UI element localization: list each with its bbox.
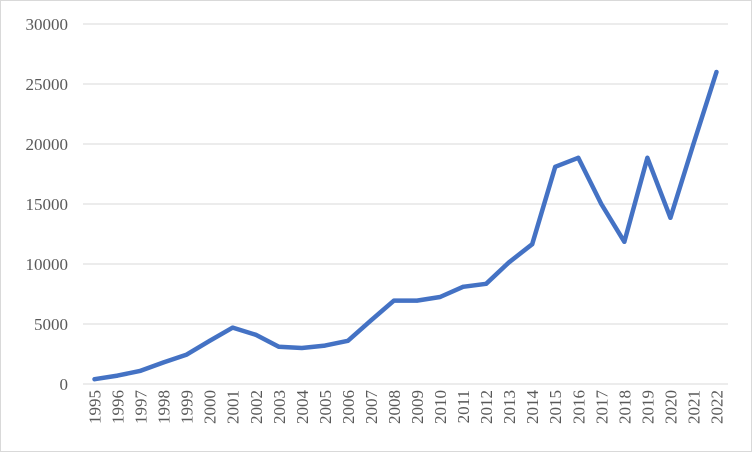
- x-tick-label: 2020: [661, 390, 680, 424]
- data-point: [668, 215, 673, 220]
- x-tick-label: 1996: [109, 390, 128, 424]
- data-point: [115, 373, 120, 378]
- data-point: [484, 281, 489, 286]
- data-point: [691, 142, 696, 146]
- data-point: [138, 368, 143, 373]
- x-axis-tick-labels: 1995 1996 1997 1998 1999 2000 2001 2002 2003 2004…: [86, 390, 727, 425]
- x-tick-label: 2007: [362, 390, 381, 425]
- x-tick-label: 2014: [523, 390, 542, 425]
- data-point: [530, 242, 535, 247]
- data-point: [322, 343, 327, 348]
- x-tick-label: 2015: [546, 390, 565, 424]
- x-tick-label: 2013: [500, 390, 519, 424]
- data-point: [461, 284, 466, 289]
- data-point: [507, 260, 512, 265]
- y-tick-label: 5000: [34, 315, 68, 334]
- x-tick-label: 2019: [638, 390, 657, 424]
- x-tick-label: 2002: [247, 390, 266, 424]
- data-point: [230, 325, 235, 330]
- x-tick-label: 2011: [454, 390, 473, 423]
- x-tick-label: 2009: [408, 390, 427, 424]
- data-point: [438, 295, 443, 299]
- data-point: [391, 298, 396, 303]
- x-tick-label: 2004: [293, 390, 312, 425]
- y-tick-label: 30000: [26, 15, 69, 34]
- x-tick-label: 2018: [615, 390, 634, 424]
- data-point: [576, 155, 581, 160]
- data-point: [622, 239, 627, 244]
- data-point: [161, 360, 166, 365]
- gridlines: [83, 23, 728, 385]
- data-point: [645, 155, 650, 160]
- data-point: [368, 318, 373, 323]
- data-point: [276, 344, 281, 349]
- data-point: [599, 202, 604, 206]
- x-tick-label: 2005: [316, 390, 335, 424]
- data-point: [553, 164, 558, 169]
- x-tick-label: 2003: [270, 390, 289, 424]
- series-layer: [92, 69, 719, 382]
- x-tick-label: 2008: [385, 390, 404, 424]
- y-tick-label: 10000: [26, 255, 69, 274]
- x-tick-label: 1997: [132, 390, 151, 425]
- data-point: [714, 70, 719, 74]
- y-axis-tick-labels: 0 5000 10000 15000 20000 25000 30000: [26, 15, 69, 394]
- y-tick-label: 25000: [26, 75, 69, 94]
- x-tick-label: 2012: [477, 390, 496, 424]
- x-tick-label: 2006: [339, 390, 358, 424]
- x-tick-label: 1995: [86, 390, 105, 424]
- data-point: [345, 338, 350, 343]
- data-point: [415, 298, 420, 303]
- y-tick-label: 15000: [26, 195, 69, 214]
- x-tick-label: 1998: [155, 390, 174, 424]
- data-point: [207, 338, 212, 343]
- x-tick-label: 2000: [201, 390, 220, 424]
- data-point: [184, 352, 189, 357]
- data-point: [253, 332, 258, 337]
- x-tick-label: 2016: [569, 390, 588, 424]
- data-point: [92, 377, 97, 382]
- x-tick-label: 1999: [178, 390, 197, 424]
- x-tick-label: 2022: [707, 390, 726, 424]
- x-tick-label: 2021: [684, 390, 703, 424]
- y-tick-label: 0: [60, 375, 69, 394]
- y-tick-label: 20000: [26, 135, 69, 154]
- data-point: [299, 346, 304, 350]
- x-tick-label: 2010: [431, 390, 450, 424]
- x-tick-label: 2001: [224, 390, 243, 424]
- series-line: [92, 69, 719, 382]
- x-tick-label: 2017: [592, 390, 611, 425]
